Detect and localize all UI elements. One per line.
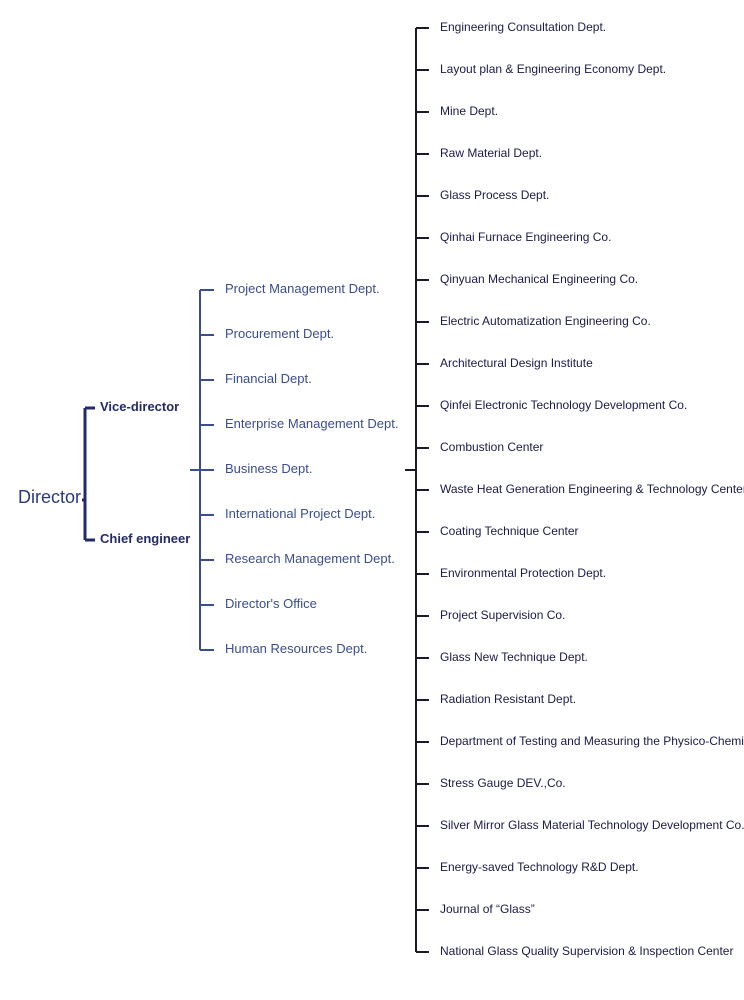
org-tree: Director Vice-director Chief engineer Proje… [0, 0, 744, 1000]
node-l3-4: Business Dept. [225, 461, 312, 476]
node-l3-2: Financial Dept. [225, 371, 312, 386]
node-l3-7: Director's Office [225, 596, 317, 611]
node-l3-8: Human Resources Dept. [225, 641, 367, 656]
node-l3-1: Procurement Dept. [225, 326, 334, 341]
node-l4-12: Coating Technique Center [440, 524, 579, 538]
node-l4-8: Architectural Design Institute [440, 356, 593, 370]
node-vice-director: Vice-director [100, 399, 179, 414]
node-chief-engineer: Chief engineer [100, 531, 190, 546]
node-l4-3: Raw Material Dept. [440, 146, 542, 160]
node-l4-16: Radiation Resistant Dept. [440, 692, 576, 706]
node-l4-11: Waste Heat Generation Engineering & Tech… [440, 482, 744, 496]
node-l4-18: Stress Gauge DEV.,Co. [440, 776, 566, 790]
node-l4-0: Engineering Consultation Dept. [440, 20, 606, 34]
node-l4-4: Glass Process Dept. [440, 188, 549, 202]
node-l4-5: Qinhai Furnace Engineering Co. [440, 230, 611, 244]
node-l4-1: Layout plan & Engineering Economy Dept. [440, 62, 666, 76]
node-l4-21: Journal of “Glass” [440, 902, 535, 916]
node-l4-20: Energy-saved Technology R&D Dept. [440, 860, 639, 874]
node-l4-10: Combustion Center [440, 440, 543, 454]
tree-lines [0, 0, 744, 1000]
node-l3-3: Enterprise Management Dept. [225, 416, 398, 431]
node-l4-17: Department of Testing and Measuring the … [440, 734, 744, 748]
node-l4-2: Mine Dept. [440, 104, 498, 118]
node-l4-7: Electric Automatization Engineering Co. [440, 314, 651, 328]
node-l3-0: Project Management Dept. [225, 281, 380, 296]
node-l4-9: Qinfei Electronic Technology Development… [440, 398, 687, 412]
node-l4-19: Silver Mirror Glass Material Technology … [440, 818, 744, 832]
node-l4-6: Qinyuan Mechanical Engineering Co. [440, 272, 638, 286]
node-l4-14: Project Supervision Co. [440, 608, 565, 622]
node-l3-5: International Project Dept. [225, 506, 375, 521]
node-l3-6: Research Management Dept. [225, 551, 395, 566]
node-l4-22: National Glass Quality Supervision & Ins… [440, 944, 733, 958]
node-l4-13: Environmental Protection Dept. [440, 566, 606, 580]
node-l4-15: Glass New Technique Dept. [440, 650, 588, 664]
root-director: Director [18, 487, 81, 508]
